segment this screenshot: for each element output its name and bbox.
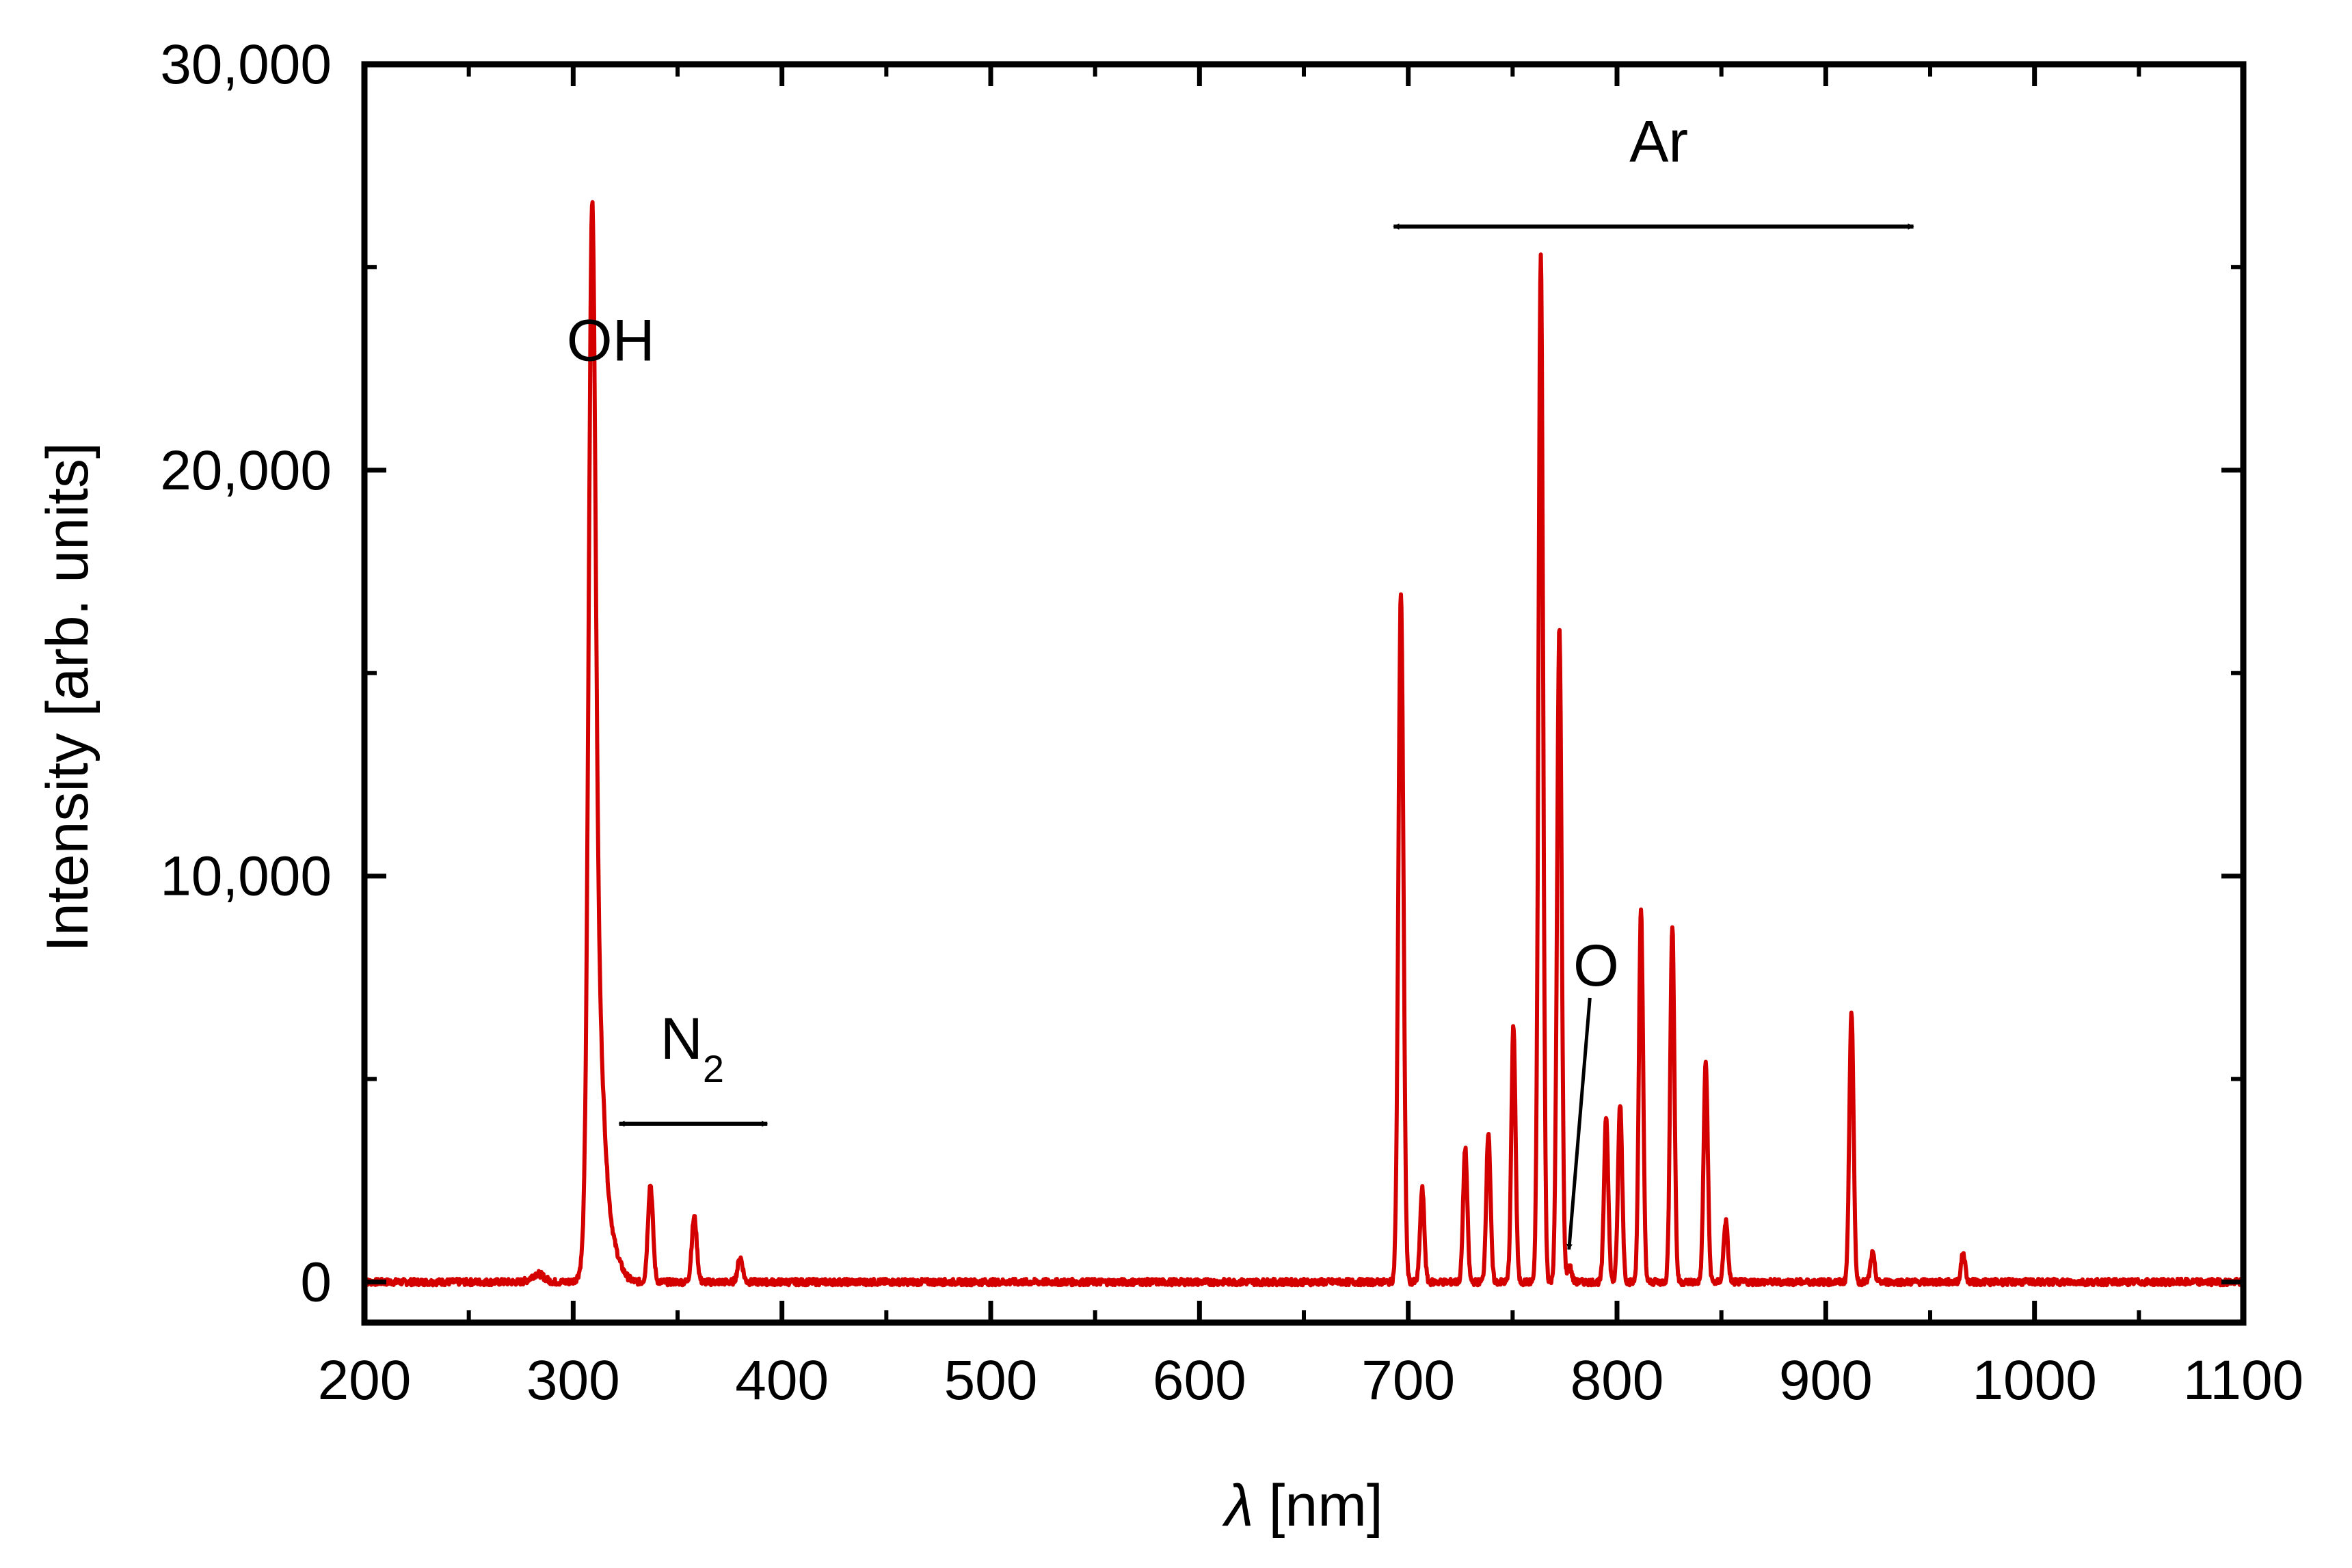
x-tick-label-900: 900 [1779, 1349, 1873, 1411]
y-tick-label-1: 10,000 [160, 846, 332, 908]
plot-area [362, 200, 2245, 1288]
y-tick-labels: 0 10,000 20,000 30,000 [160, 33, 332, 1314]
y-tick-label-3: 30,000 [160, 33, 332, 96]
axis-ticks [362, 62, 2246, 1323]
series-line-1 [362, 200, 2245, 1288]
o-line-arrow [1566, 997, 1592, 1251]
x-axis-title: λ [nm] [1222, 1473, 1383, 1539]
x-tick-label-1000: 1000 [1972, 1349, 2096, 1411]
x-axis-unit: [nm] [1269, 1473, 1383, 1539]
y-tick-label-2: 20,000 [160, 440, 332, 502]
x-axis-symbol: λ [1222, 1473, 1253, 1539]
y-tick-label-0: 0 [300, 1252, 332, 1314]
annotation-subscript: 2 [703, 1047, 724, 1090]
annotation-oh: OH [567, 308, 655, 374]
x-tick-label-600: 600 [1153, 1349, 1246, 1411]
annotation-ar: Ar [1629, 109, 1688, 175]
annotation-n: N2 [660, 1006, 724, 1090]
x-tick-label-300: 300 [526, 1349, 620, 1411]
y-axis-title: Intensity [arb. units] [35, 442, 101, 952]
x-tick-label-1100: 1100 [2183, 1349, 2303, 1411]
x-tick-label-700: 700 [1361, 1349, 1455, 1411]
x-tick-label-200: 200 [318, 1349, 412, 1411]
annotation-o: O [1573, 933, 1619, 999]
x-tick-label-400: 400 [735, 1349, 829, 1411]
x-tick-label-800: 800 [1571, 1349, 1664, 1411]
x-tick-label-500: 500 [944, 1349, 1038, 1411]
x-tick-labels: 200 300 400 500 600 700 800 900 1000 1100 [318, 1349, 2304, 1411]
annotations: OH N2 Ar O [567, 109, 1914, 1251]
plot-frame [361, 61, 2247, 1326]
